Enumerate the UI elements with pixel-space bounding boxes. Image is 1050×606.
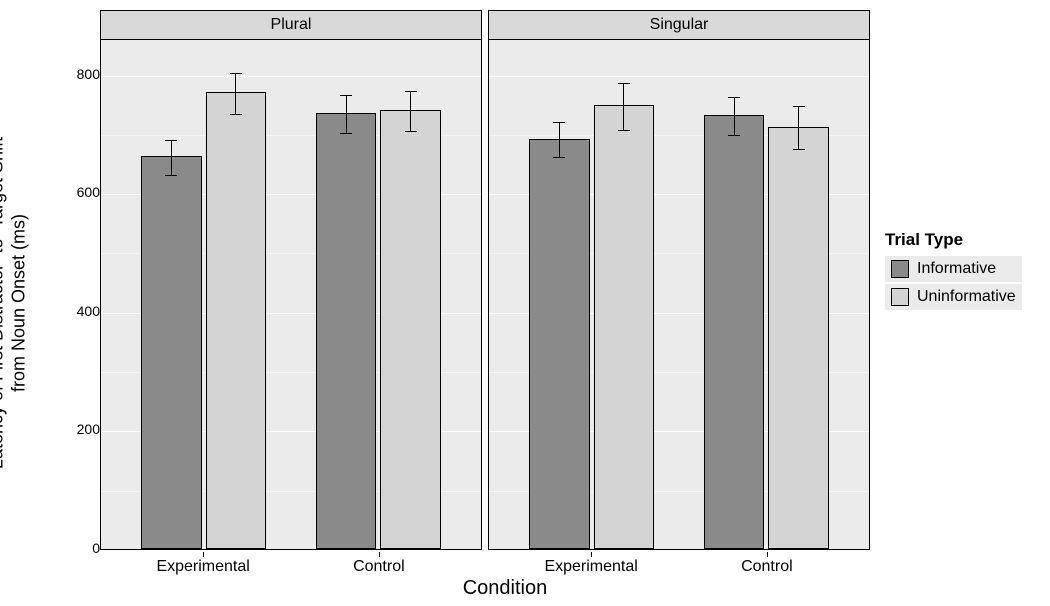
x-tick-label: Control [741, 558, 793, 576]
bar [380, 110, 441, 549]
y-tick-label: 800 [60, 66, 100, 82]
plot-area [101, 40, 481, 549]
legend-item: Informative [885, 256, 1022, 282]
facet-strip: Plural [101, 11, 481, 40]
facet-panel: Plural [100, 10, 482, 550]
y-axis-label: Latency of First Distractor−to−Target Sh… [0, 137, 30, 469]
bar [768, 127, 829, 549]
y-axis-ticks: 0200400600800 [60, 38, 100, 548]
legend-items: Informative Uninformative [885, 256, 1022, 310]
bar [529, 139, 590, 549]
x-axis-label: Condition [70, 577, 940, 600]
x-tick-label: Control [353, 558, 405, 576]
legend-key-icon [891, 288, 909, 306]
bar [704, 115, 765, 549]
bar [316, 113, 377, 549]
y-tick-label: 400 [60, 303, 100, 319]
x-tick-label: Experimental [156, 558, 249, 576]
bar [594, 105, 655, 549]
legend-title: Trial Type [885, 230, 1022, 250]
y-tick-label: 200 [60, 421, 100, 437]
bar [206, 92, 267, 549]
legend: Trial Type Informative Uninformative [885, 230, 1022, 312]
chart-figure: Latency of First Distractor−to−Target Sh… [0, 0, 1050, 606]
facet-panel: Singular [488, 10, 870, 550]
legend-item: Uninformative [885, 284, 1022, 310]
y-tick-label: 600 [60, 184, 100, 200]
x-tick-label: Experimental [544, 558, 637, 576]
plot-area [489, 40, 869, 549]
bar [141, 156, 202, 549]
legend-label: Informative [917, 260, 996, 278]
facet-panels: Plural Singular [100, 10, 870, 550]
legend-label: Uninformative [917, 288, 1016, 306]
facet-strip: Singular [489, 11, 869, 40]
y-tick-label: 0 [60, 540, 100, 556]
legend-key-icon [891, 260, 909, 278]
